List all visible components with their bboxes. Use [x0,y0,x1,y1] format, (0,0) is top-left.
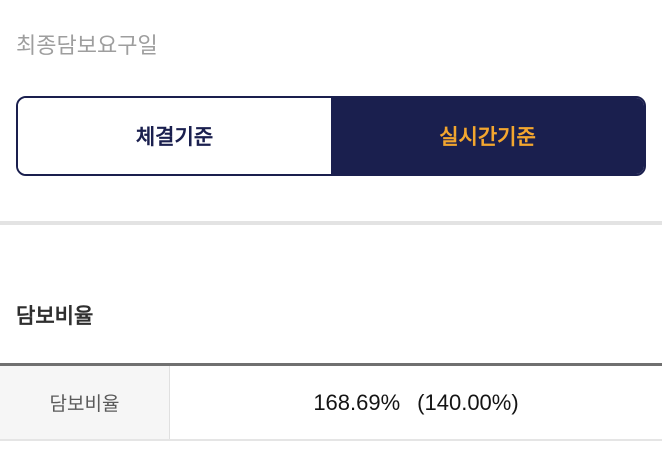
collateral-ratio-section-title: 담보비율 [16,305,94,328]
toggle-option-realtime-basis[interactable]: 실시간기준 [331,98,644,174]
final-margin-call-date-label: 최종담보요구일 [16,33,158,58]
toggle-option-execution-basis[interactable]: 체결기준 [18,98,331,174]
collateral-ratio-required-value: (140.00%) [417,389,519,415]
collateral-ratio-value: 168.69% (140.00%) [170,366,662,439]
table-row: 담보비율 168.69% (140.00%) [0,366,662,439]
collateral-ratio-table: 담보비율 168.69% (140.00%) [0,363,662,441]
basis-toggle: 체결기준 실시간기준 [16,96,646,176]
collateral-ratio-row-label: 담보비율 [0,366,170,439]
collateral-ratio-current-value: 168.69% [313,389,401,415]
section-divider [0,221,662,225]
